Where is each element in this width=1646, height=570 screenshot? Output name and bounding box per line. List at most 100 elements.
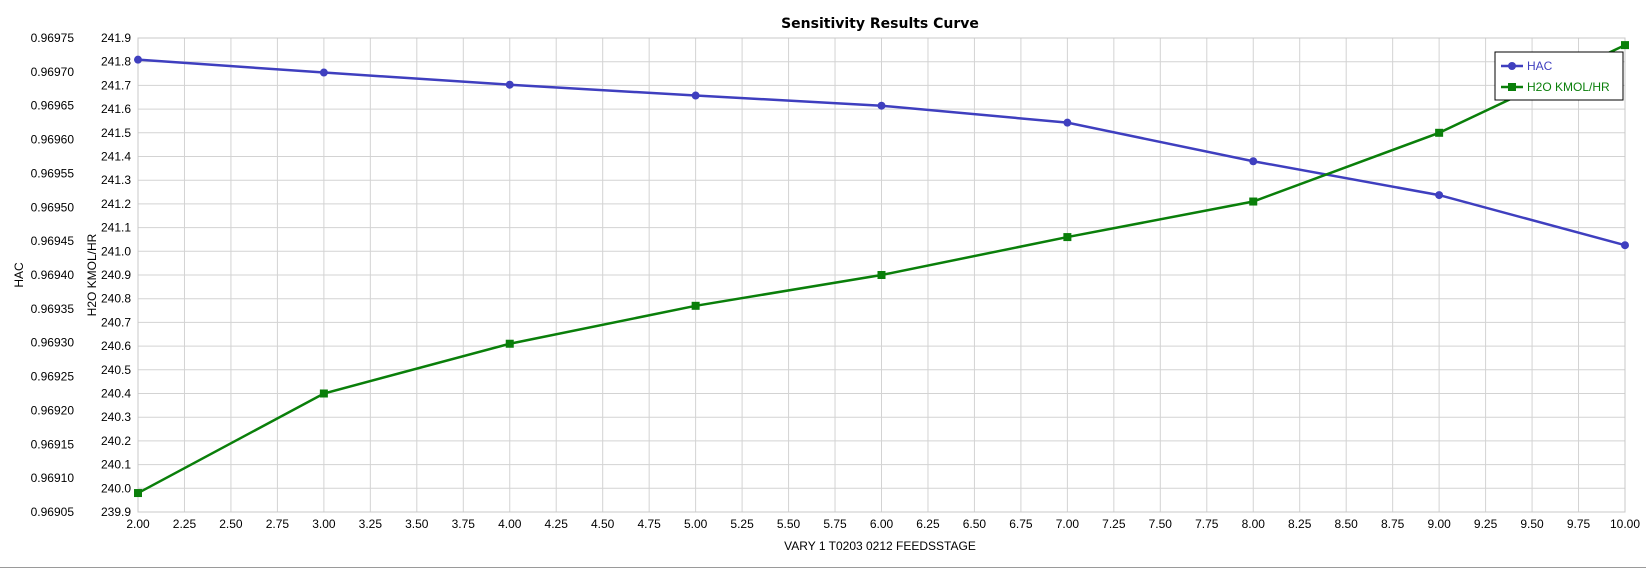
data-point-1: [691, 301, 700, 310]
y-right-axis-ticks: 239.9 240.0 240.1 240.2 240.3 240.4 240.5 240.6…: [101, 31, 131, 519]
x-tick-label: 5.75: [823, 517, 847, 531]
x-tick-label: 8.50: [1335, 517, 1359, 531]
x-tick-label: 7.00: [1056, 517, 1080, 531]
y-left-tick-label: 0.96940: [31, 268, 75, 282]
series: [134, 41, 1629, 498]
data-point-1: [319, 389, 328, 398]
data-point-1: [877, 271, 886, 279]
x-tick-label: 4.50: [591, 517, 615, 531]
x-tick-label: 3.50: [405, 517, 429, 531]
x-tick-label: 8.75: [1381, 517, 1405, 531]
y-right-tick-label: 241.0: [101, 244, 131, 258]
y-left-tick-label: 0.96960: [31, 133, 75, 147]
x-tick-label: 9.50: [1520, 517, 1544, 531]
x-axis-label: VARY 1 T0203 0212 FEEDSSTAGE: [784, 539, 976, 553]
x-tick-label: 2.75: [266, 517, 290, 531]
y-left-tick-label: 0.96910: [31, 471, 75, 485]
y-right-tick-label: 240.0: [101, 481, 131, 495]
x-axis-ticks: 2.00 2.25 2.50 2.75 3.00 3.25 3.50 3.75 4.00 4.25…: [126, 517, 1640, 531]
x-tick-label: 4.00: [498, 517, 522, 531]
y-right-tick-label: 240.6: [101, 339, 131, 353]
x-tick-label: 3.75: [452, 517, 476, 531]
x-tick-label: 6.75: [1009, 517, 1033, 531]
x-tick-label: 6.25: [916, 517, 940, 531]
legend-entry: H2O KMOL/HR: [1527, 80, 1610, 94]
y-right-tick-label: 240.8: [101, 292, 131, 306]
legend-entry: HAC: [1527, 59, 1553, 73]
legend-marker: [1508, 62, 1516, 70]
y-left-tick-label: 0.96920: [31, 403, 75, 417]
data-point-1: [505, 339, 514, 348]
x-tick-label: 5.50: [777, 517, 801, 531]
x-tick-label: 2.50: [219, 517, 243, 531]
data-point-1: [1435, 128, 1444, 137]
y-right-tick-label: 241.8: [101, 55, 131, 69]
y-right-tick-label: 239.9: [101, 505, 131, 519]
y-right-tick-label: 241.1: [101, 221, 131, 235]
x-tick-label: 6.50: [963, 517, 987, 531]
y-right-tick-label: 240.1: [101, 458, 131, 472]
x-tick-label: 8.25: [1288, 517, 1312, 531]
data-point-0: [505, 80, 514, 89]
y-left-tick-label: 0.96945: [31, 234, 75, 248]
bottom-divider: [0, 567, 1646, 568]
y-right-tick-label: 240.5: [101, 363, 131, 377]
data-point-0: [1063, 118, 1072, 127]
y-left-tick-label: 0.96955: [31, 166, 75, 180]
x-tick-label: 3.00: [312, 517, 336, 531]
data-point-1: [134, 489, 142, 498]
y-right-tick-label: 240.7: [101, 315, 131, 329]
x-tick-label: 4.25: [545, 517, 569, 531]
x-tick-label: 5.00: [684, 517, 708, 531]
y-right-tick-label: 240.9: [101, 268, 131, 282]
data-point-0: [1621, 241, 1629, 250]
x-tick-label: 2.00: [126, 517, 150, 531]
y-right-tick-label: 241.6: [101, 102, 131, 116]
x-tick-label: 4.75: [637, 517, 661, 531]
legend: HAC H2O KMOL/HR: [1494, 51, 1624, 101]
legend-marker: [1508, 83, 1516, 91]
y-left-axis-label: HAC: [12, 262, 26, 288]
x-tick-label: 9.00: [1427, 517, 1451, 531]
x-tick-label: 10.00: [1610, 517, 1640, 531]
data-point-1: [1249, 197, 1258, 206]
y-right-tick-label: 241.5: [101, 126, 131, 140]
data-point-0: [1435, 191, 1444, 200]
y-right-tick-label: 241.2: [101, 197, 131, 211]
y-right-tick-label: 241.7: [101, 78, 131, 92]
y-right-tick-label: 240.2: [101, 434, 131, 448]
y-left-tick-label: 0.96930: [31, 336, 75, 350]
x-tick-label: 9.25: [1474, 517, 1498, 531]
data-point-0: [691, 91, 700, 100]
y-left-tick-label: 0.96935: [31, 302, 75, 316]
x-tick-label: 2.25: [173, 517, 197, 531]
y-left-tick-label: 0.96905: [31, 505, 75, 519]
y-left-tick-label: 0.96950: [31, 200, 75, 214]
y-left-tick-label: 0.96925: [31, 370, 75, 384]
chart-title: Sensitivity Results Curve: [781, 16, 979, 32]
y-right-tick-label: 241.9: [101, 31, 131, 45]
data-point-1: [1621, 41, 1629, 50]
data-point-1: [1063, 233, 1072, 242]
x-tick-label: 9.75: [1567, 517, 1591, 531]
x-tick-label: 7.50: [1149, 517, 1173, 531]
x-tick-label: 7.25: [1102, 517, 1126, 531]
x-tick-label: 6.00: [870, 517, 894, 531]
y-left-tick-label: 0.96975: [31, 31, 75, 45]
x-tick-label: 5.25: [730, 517, 754, 531]
data-point-0: [1249, 157, 1258, 166]
x-tick-label: 7.75: [1195, 517, 1219, 531]
data-point-0: [877, 101, 886, 110]
y-right-tick-label: 241.4: [101, 150, 131, 164]
data-point-0: [319, 68, 328, 77]
y-left-tick-label: 0.96970: [31, 65, 75, 79]
y-right-tick-label: 240.4: [101, 387, 131, 401]
y-left-axis-ticks: 0.96905 0.96910 0.96915 0.96920 0.96925 0.969…: [31, 31, 75, 519]
plot-border: [137, 37, 1626, 513]
data-point-0: [134, 55, 142, 64]
legend-box: [1494, 51, 1624, 101]
y-right-tick-label: 241.3: [101, 173, 131, 187]
x-tick-label: 3.25: [359, 517, 383, 531]
y-right-axis-label: H2O KMOL/HR: [85, 233, 99, 316]
